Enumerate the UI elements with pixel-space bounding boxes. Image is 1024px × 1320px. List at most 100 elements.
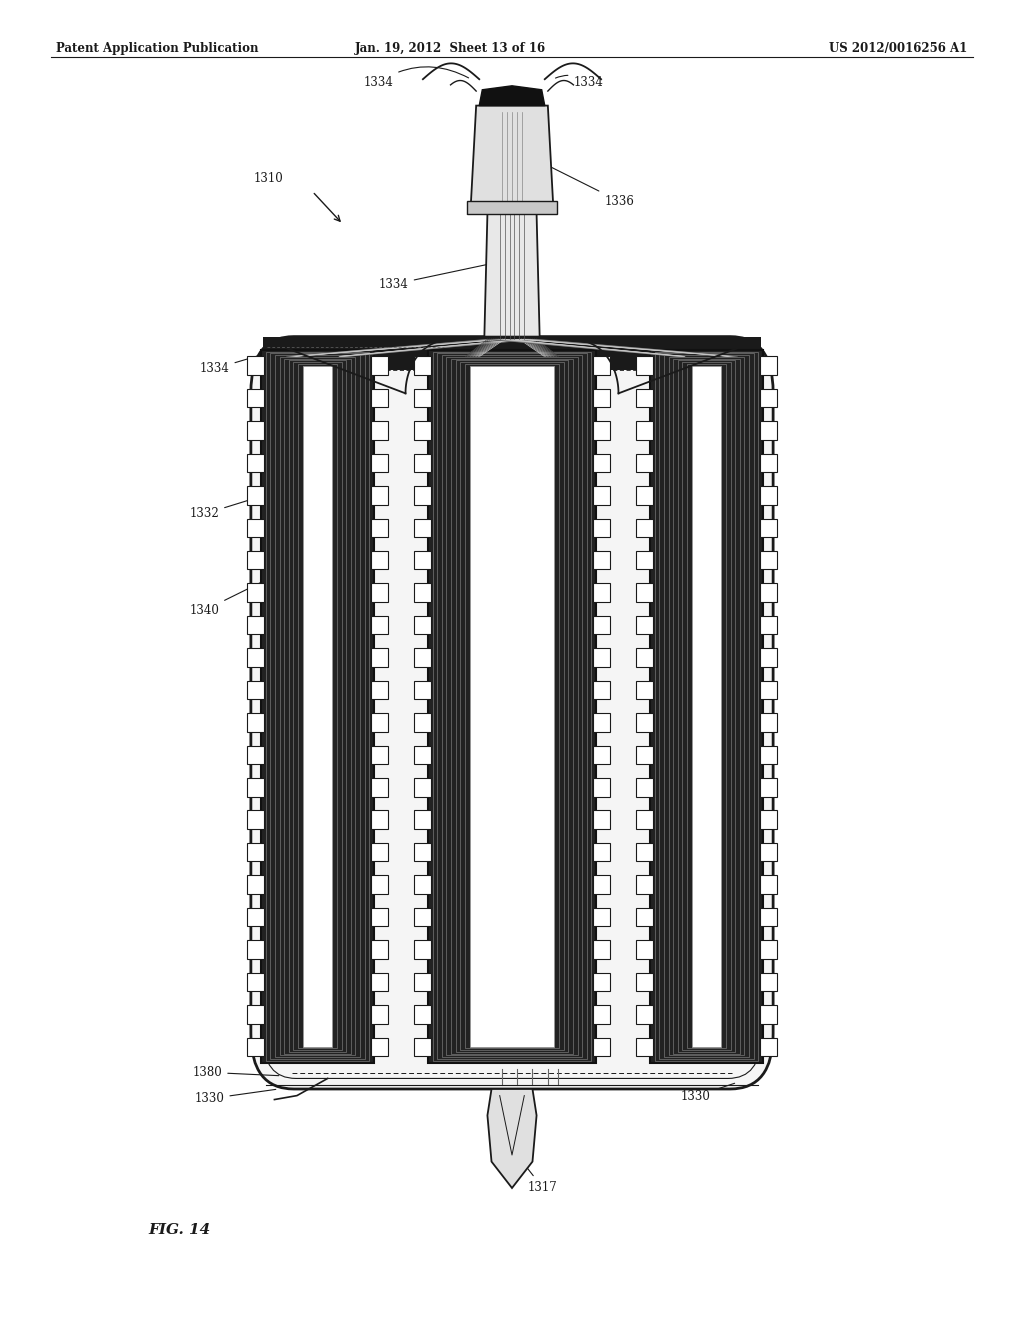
Bar	[437, 354, 587, 1059]
Bar	[414, 583, 431, 602]
Bar	[636, 843, 653, 862]
Bar	[442, 355, 582, 1057]
Bar	[760, 421, 777, 440]
Bar	[636, 550, 653, 569]
Bar	[371, 454, 388, 473]
FancyBboxPatch shape	[251, 337, 773, 1089]
Bar	[270, 354, 365, 1059]
Bar	[428, 350, 596, 1063]
Bar	[371, 777, 388, 796]
Bar	[432, 351, 591, 1061]
Bar	[247, 421, 264, 440]
Bar	[593, 940, 610, 958]
Bar	[414, 421, 431, 440]
Polygon shape	[487, 1089, 537, 1188]
Bar	[760, 486, 777, 504]
Bar	[760, 1005, 777, 1023]
Bar	[461, 362, 563, 1051]
Bar	[247, 583, 264, 602]
Bar	[636, 713, 653, 731]
Bar	[247, 777, 264, 796]
Bar	[636, 648, 653, 667]
Bar	[414, 681, 431, 700]
Bar	[593, 648, 610, 667]
Text: 1330: 1330	[681, 1084, 734, 1102]
Text: 1340: 1340	[674, 663, 703, 702]
Bar	[636, 940, 653, 958]
Bar	[414, 777, 431, 796]
Bar	[636, 583, 653, 602]
Bar	[371, 810, 388, 829]
Bar	[636, 681, 653, 700]
Bar	[674, 359, 739, 1053]
Bar	[593, 616, 610, 635]
Bar	[247, 519, 264, 537]
Bar	[636, 519, 653, 537]
Bar	[636, 973, 653, 991]
Bar	[636, 389, 653, 408]
Polygon shape	[468, 106, 556, 214]
Bar	[636, 810, 653, 829]
Bar	[636, 908, 653, 927]
Bar	[636, 777, 653, 796]
Polygon shape	[479, 86, 545, 106]
Bar	[247, 713, 264, 731]
Bar	[371, 1005, 388, 1023]
Text: 1334: 1334	[703, 339, 746, 375]
Bar	[760, 356, 777, 375]
Bar	[371, 550, 388, 569]
Bar	[274, 355, 360, 1057]
Bar	[593, 583, 610, 602]
Bar	[285, 359, 350, 1053]
Text: 1310: 1310	[254, 172, 284, 185]
Text: 1334: 1334	[379, 264, 486, 290]
Text: 1336: 1336	[549, 166, 634, 207]
Bar	[247, 681, 264, 700]
Bar	[261, 350, 374, 1063]
Bar	[593, 356, 610, 375]
Text: 1330: 1330	[195, 1089, 275, 1105]
Bar	[247, 810, 264, 829]
Bar	[636, 616, 653, 635]
Bar	[664, 355, 749, 1057]
Bar	[247, 1005, 264, 1023]
Bar	[636, 1005, 653, 1023]
Bar	[371, 746, 388, 764]
Bar	[263, 337, 761, 370]
Text: FIG. 14: FIG. 14	[148, 1224, 211, 1237]
Polygon shape	[484, 214, 540, 337]
Bar	[760, 648, 777, 667]
Bar	[247, 843, 264, 862]
Bar	[650, 350, 763, 1063]
Bar	[414, 875, 431, 894]
Bar	[371, 486, 388, 504]
Bar	[414, 843, 431, 862]
Bar	[593, 713, 610, 731]
Text: 1334: 1334	[555, 75, 603, 88]
Bar	[636, 1038, 653, 1056]
Bar	[371, 421, 388, 440]
Bar	[593, 973, 610, 991]
Bar	[414, 616, 431, 635]
Bar	[247, 973, 264, 991]
Bar	[371, 875, 388, 894]
Bar	[414, 356, 431, 375]
Bar	[247, 875, 264, 894]
Bar	[371, 389, 388, 408]
Bar	[593, 1005, 610, 1023]
Bar	[371, 1038, 388, 1056]
Bar	[636, 356, 653, 375]
Bar	[371, 940, 388, 958]
Bar	[414, 908, 431, 927]
Bar	[414, 550, 431, 569]
Bar	[760, 777, 777, 796]
Bar	[414, 1038, 431, 1056]
Text: 1380: 1380	[193, 1065, 279, 1078]
Bar	[678, 360, 735, 1052]
Bar	[760, 713, 777, 731]
Bar	[636, 746, 653, 764]
Bar	[593, 519, 610, 537]
Bar	[371, 356, 388, 375]
Bar	[414, 746, 431, 764]
Text: US 2012/0016256 A1: US 2012/0016256 A1	[829, 42, 968, 55]
